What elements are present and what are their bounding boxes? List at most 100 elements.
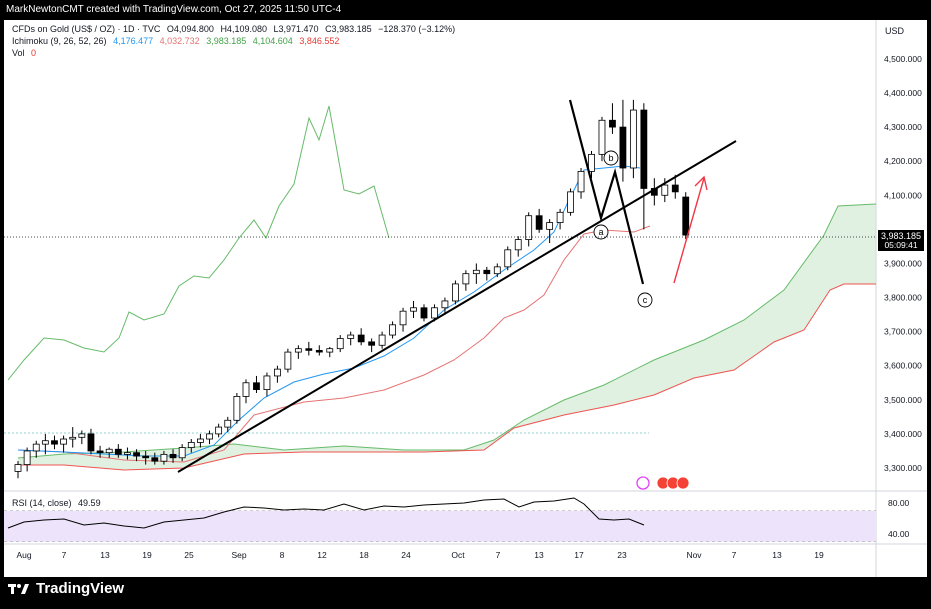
candle-body <box>514 239 522 251</box>
candle-body <box>640 109 648 189</box>
events-icons[interactable] <box>636 476 690 490</box>
price-chart[interactable]: a b c 4,500.000 4,400.000 4,300.000 4,200.000… <box>4 20 927 577</box>
candle-body <box>78 433 86 438</box>
candle-body <box>263 375 271 390</box>
candle <box>133 449 140 462</box>
candle <box>114 444 122 458</box>
time-tick-label: Oct <box>451 550 465 560</box>
user-drawings: a b c <box>177 99 737 473</box>
candle <box>525 212 533 247</box>
tradingview-watermark: TradingView <box>8 580 124 597</box>
rsi-name: RSI (14, close) <box>12 498 72 508</box>
time-tick-label: 13 <box>534 550 544 560</box>
price-tick-label: 3,300.000 <box>884 463 922 473</box>
price-tick-label: 4,200.000 <box>884 156 922 166</box>
chikou-value: 3,983.185 <box>206 36 247 46</box>
event-icon[interactable] <box>636 476 650 490</box>
price-axis[interactable]: 4,500.000 4,400.000 4,300.000 4,200.000 4,10… <box>884 54 922 473</box>
chart-panel[interactable]: a b c 4,500.000 4,400.000 4,300.000 4,200.000… <box>4 20 927 577</box>
candle-body <box>661 184 669 196</box>
candle <box>326 346 334 358</box>
candle <box>493 263 501 278</box>
ohlc-high: H4,109.080 <box>220 24 267 34</box>
candle <box>187 439 195 453</box>
candle <box>629 99 637 179</box>
price-tick-label: 3,400.000 <box>884 429 922 439</box>
symbol-legend[interactable]: CFDs on Gold (US$ / OZ) · 1D · TVC O4,09… <box>12 24 459 34</box>
wave-label-c: c <box>643 295 648 305</box>
candle <box>224 416 232 433</box>
candle-body <box>609 119 616 128</box>
chikou-span-line <box>7 105 390 381</box>
candle-body <box>472 269 480 275</box>
time-tick-label: 13 <box>772 550 782 560</box>
candle <box>305 341 313 356</box>
rsi-tick-label: 40.00 <box>888 529 910 539</box>
elliott-abc-wave[interactable] <box>568 99 645 285</box>
kijun-sen-line <box>17 225 651 463</box>
candle <box>294 345 302 359</box>
candle <box>69 427 77 448</box>
ohlc-open: O4,094.800 <box>166 24 214 34</box>
ichimoku-legend[interactable]: Ichimoku (9, 26, 52, 26) 4,176.477 4,032… <box>12 36 343 46</box>
trendline[interactable] <box>177 140 737 473</box>
candle <box>546 219 554 243</box>
candle <box>32 440 40 458</box>
candle <box>504 246 512 271</box>
candle <box>14 461 22 479</box>
wave-label-a-circle[interactable] <box>593 224 609 240</box>
currency-label: USD <box>885 26 905 36</box>
candle <box>206 430 213 445</box>
wave-label-c-circle[interactable] <box>637 292 653 308</box>
wave-label-b-circle[interactable] <box>603 150 619 166</box>
candle <box>336 335 344 353</box>
candle <box>640 103 648 230</box>
candle-body <box>142 455 150 459</box>
candle-body <box>187 442 195 448</box>
candle-body <box>420 307 428 319</box>
candle-body <box>671 184 679 193</box>
flag-icon[interactable] <box>676 476 690 490</box>
candle-body <box>315 349 323 353</box>
candle-body <box>60 438 67 445</box>
candle <box>142 450 150 465</box>
candle-body <box>41 440 49 445</box>
candle-body <box>546 222 554 230</box>
candle-body <box>504 249 512 268</box>
candle-body <box>336 338 344 350</box>
forecast-arrow-shaft[interactable] <box>673 177 705 284</box>
candle <box>556 208 564 230</box>
volume-legend[interactable]: Vol 0 <box>12 48 40 58</box>
candle <box>410 300 417 318</box>
candle-body <box>357 334 365 343</box>
time-tick-label: 8 <box>280 550 285 560</box>
candle-body <box>682 196 690 236</box>
candle <box>151 452 159 465</box>
rsi-pane: 80.00 40.00 <box>4 497 910 543</box>
candle-body <box>233 396 241 421</box>
candle-body <box>114 448 122 455</box>
candle-body <box>242 382 250 397</box>
time-tick-label: Sep <box>231 550 246 560</box>
candle <box>472 263 480 284</box>
candle-body <box>629 109 637 169</box>
candle-body <box>567 191 574 213</box>
candle <box>535 208 543 233</box>
candle <box>451 280 459 305</box>
time-tick-label: 19 <box>814 550 824 560</box>
span-a-value: 4,104.604 <box>252 36 293 46</box>
candle <box>567 188 574 216</box>
candle <box>196 433 204 448</box>
candle-body <box>284 351 292 370</box>
time-axis[interactable]: Aug 7 13 19 25 Sep 8 12 18 24 Oct 7 13 17 23 Nov 7 13 19 <box>16 550 824 560</box>
candle <box>671 174 679 199</box>
candle-body <box>326 348 334 353</box>
candle <box>682 192 690 240</box>
candle <box>178 444 186 462</box>
time-tick-label: 7 <box>496 550 501 560</box>
candle <box>169 449 177 463</box>
candle <box>233 393 241 424</box>
rsi-legend[interactable]: RSI (14, close) 49.59 <box>12 498 101 508</box>
candle-body <box>399 310 407 326</box>
